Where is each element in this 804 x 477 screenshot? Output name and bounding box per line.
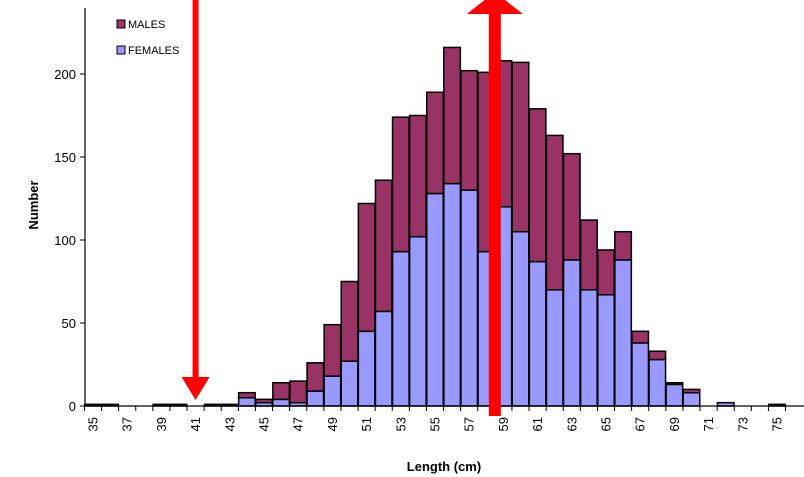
- x-tick-label-45: 45: [257, 417, 272, 431]
- bar-males-51: [357, 202, 376, 333]
- arrow-down-head: [181, 377, 210, 400]
- bar-females-44: [237, 396, 256, 407]
- x-tick-label-47: 47: [291, 417, 306, 431]
- bar-males-54: [408, 114, 427, 238]
- x-tick-label-73: 73: [735, 417, 750, 431]
- legend-swatch-females: [116, 45, 126, 55]
- x-tick-label-55: 55: [428, 417, 443, 431]
- bar-males-67: [631, 330, 650, 344]
- bar-males-52: [374, 179, 393, 313]
- y-axis-title: Number: [26, 180, 41, 229]
- bar-females-65: [597, 294, 615, 407]
- bar-females-50: [340, 360, 359, 407]
- bar-males-61: [528, 108, 547, 263]
- bar-females-48: [306, 390, 325, 407]
- annotations: [181, 0, 523, 416]
- x-axis-title: Length (cm): [407, 459, 481, 474]
- bar-females-53: [391, 250, 410, 407]
- bar-females-70: [682, 391, 701, 407]
- x-tick-label-67: 67: [633, 417, 648, 431]
- bar-females-57: [460, 189, 479, 407]
- bar-females-64: [579, 289, 598, 407]
- bar-females-54: [408, 235, 427, 407]
- bar-males-62: [545, 134, 564, 291]
- bar-females-62: [545, 289, 564, 407]
- bar-males-60: [511, 61, 530, 233]
- y-tick-label-50: 50: [62, 316, 76, 331]
- x-tick-label-35: 35: [86, 417, 101, 431]
- bar-males-56: [443, 46, 462, 185]
- x-tick-label-53: 53: [393, 417, 408, 431]
- bar-males-48: [306, 362, 325, 392]
- bar-females-63: [562, 259, 581, 407]
- bar-males-53: [391, 116, 410, 253]
- bar-females-68: [648, 358, 667, 407]
- bar-males-65: [597, 249, 615, 296]
- bar-females-51: [357, 330, 376, 407]
- bar-males-64: [579, 219, 598, 291]
- y-tick-label-200: 200: [54, 67, 76, 82]
- legend-label-males: MALES: [128, 19, 165, 31]
- legend-label-females: FEMALES: [128, 45, 179, 57]
- bar-females-56: [443, 182, 462, 407]
- arrow-up-shaft: [488, 10, 501, 416]
- arrow-down-shaft: [192, 0, 199, 380]
- bar-females-67: [631, 342, 650, 407]
- bar-males-68: [648, 350, 667, 361]
- bar-males-70: [682, 388, 701, 394]
- x-tick-label-75: 75: [770, 417, 785, 431]
- tick-labels: 0 50 100 150 200 35 37 39 41 43 45 47 49 51 53 55 57 59 61…: [54, 67, 784, 431]
- bar-males-63: [562, 152, 581, 261]
- bar-males-46: [272, 382, 291, 401]
- y-tick-label-0: 0: [69, 399, 76, 414]
- x-tick-label-41: 41: [188, 417, 203, 431]
- arrow-up-head: [466, 0, 523, 14]
- bar-females-55: [426, 192, 444, 407]
- bar-females-69: [665, 383, 684, 407]
- x-tick-label-43: 43: [222, 417, 237, 431]
- bar-males-50: [340, 280, 359, 362]
- bars: [84, 46, 786, 407]
- bar-males-44: [237, 391, 256, 399]
- x-tick-label-71: 71: [701, 417, 716, 431]
- bar-males-69: [665, 382, 684, 386]
- x-tick-label-63: 63: [564, 417, 579, 431]
- bar-males-49: [323, 323, 342, 377]
- x-tick-label-61: 61: [530, 417, 545, 431]
- x-tick-label-57: 57: [462, 417, 477, 431]
- bar-females-66: [614, 259, 633, 407]
- x-tick-label-59: 59: [496, 417, 511, 431]
- bar-females-49: [323, 375, 342, 407]
- legend-swatch-males: [116, 19, 126, 29]
- x-tick-label-51: 51: [359, 417, 374, 431]
- x-tick-label-49: 49: [325, 417, 340, 431]
- bar-females-61: [528, 260, 547, 407]
- bar-females-52: [374, 310, 393, 407]
- bar-females-46: [272, 398, 291, 407]
- bar-males-55: [426, 91, 444, 195]
- x-tick-label-69: 69: [667, 417, 682, 431]
- y-tick-label-100: 100: [54, 233, 76, 248]
- bar-females-60: [511, 230, 530, 407]
- x-tick-label-65: 65: [599, 417, 614, 431]
- bar-males-45: [255, 398, 273, 404]
- bar-males-47: [289, 380, 308, 404]
- legend: MALES FEMALES: [116, 19, 179, 57]
- x-tick-label-37: 37: [120, 417, 135, 431]
- bar-males-57: [460, 69, 479, 191]
- y-tick-label-150: 150: [54, 150, 76, 165]
- bar-males-66: [614, 230, 633, 261]
- x-tick-label-39: 39: [154, 417, 169, 431]
